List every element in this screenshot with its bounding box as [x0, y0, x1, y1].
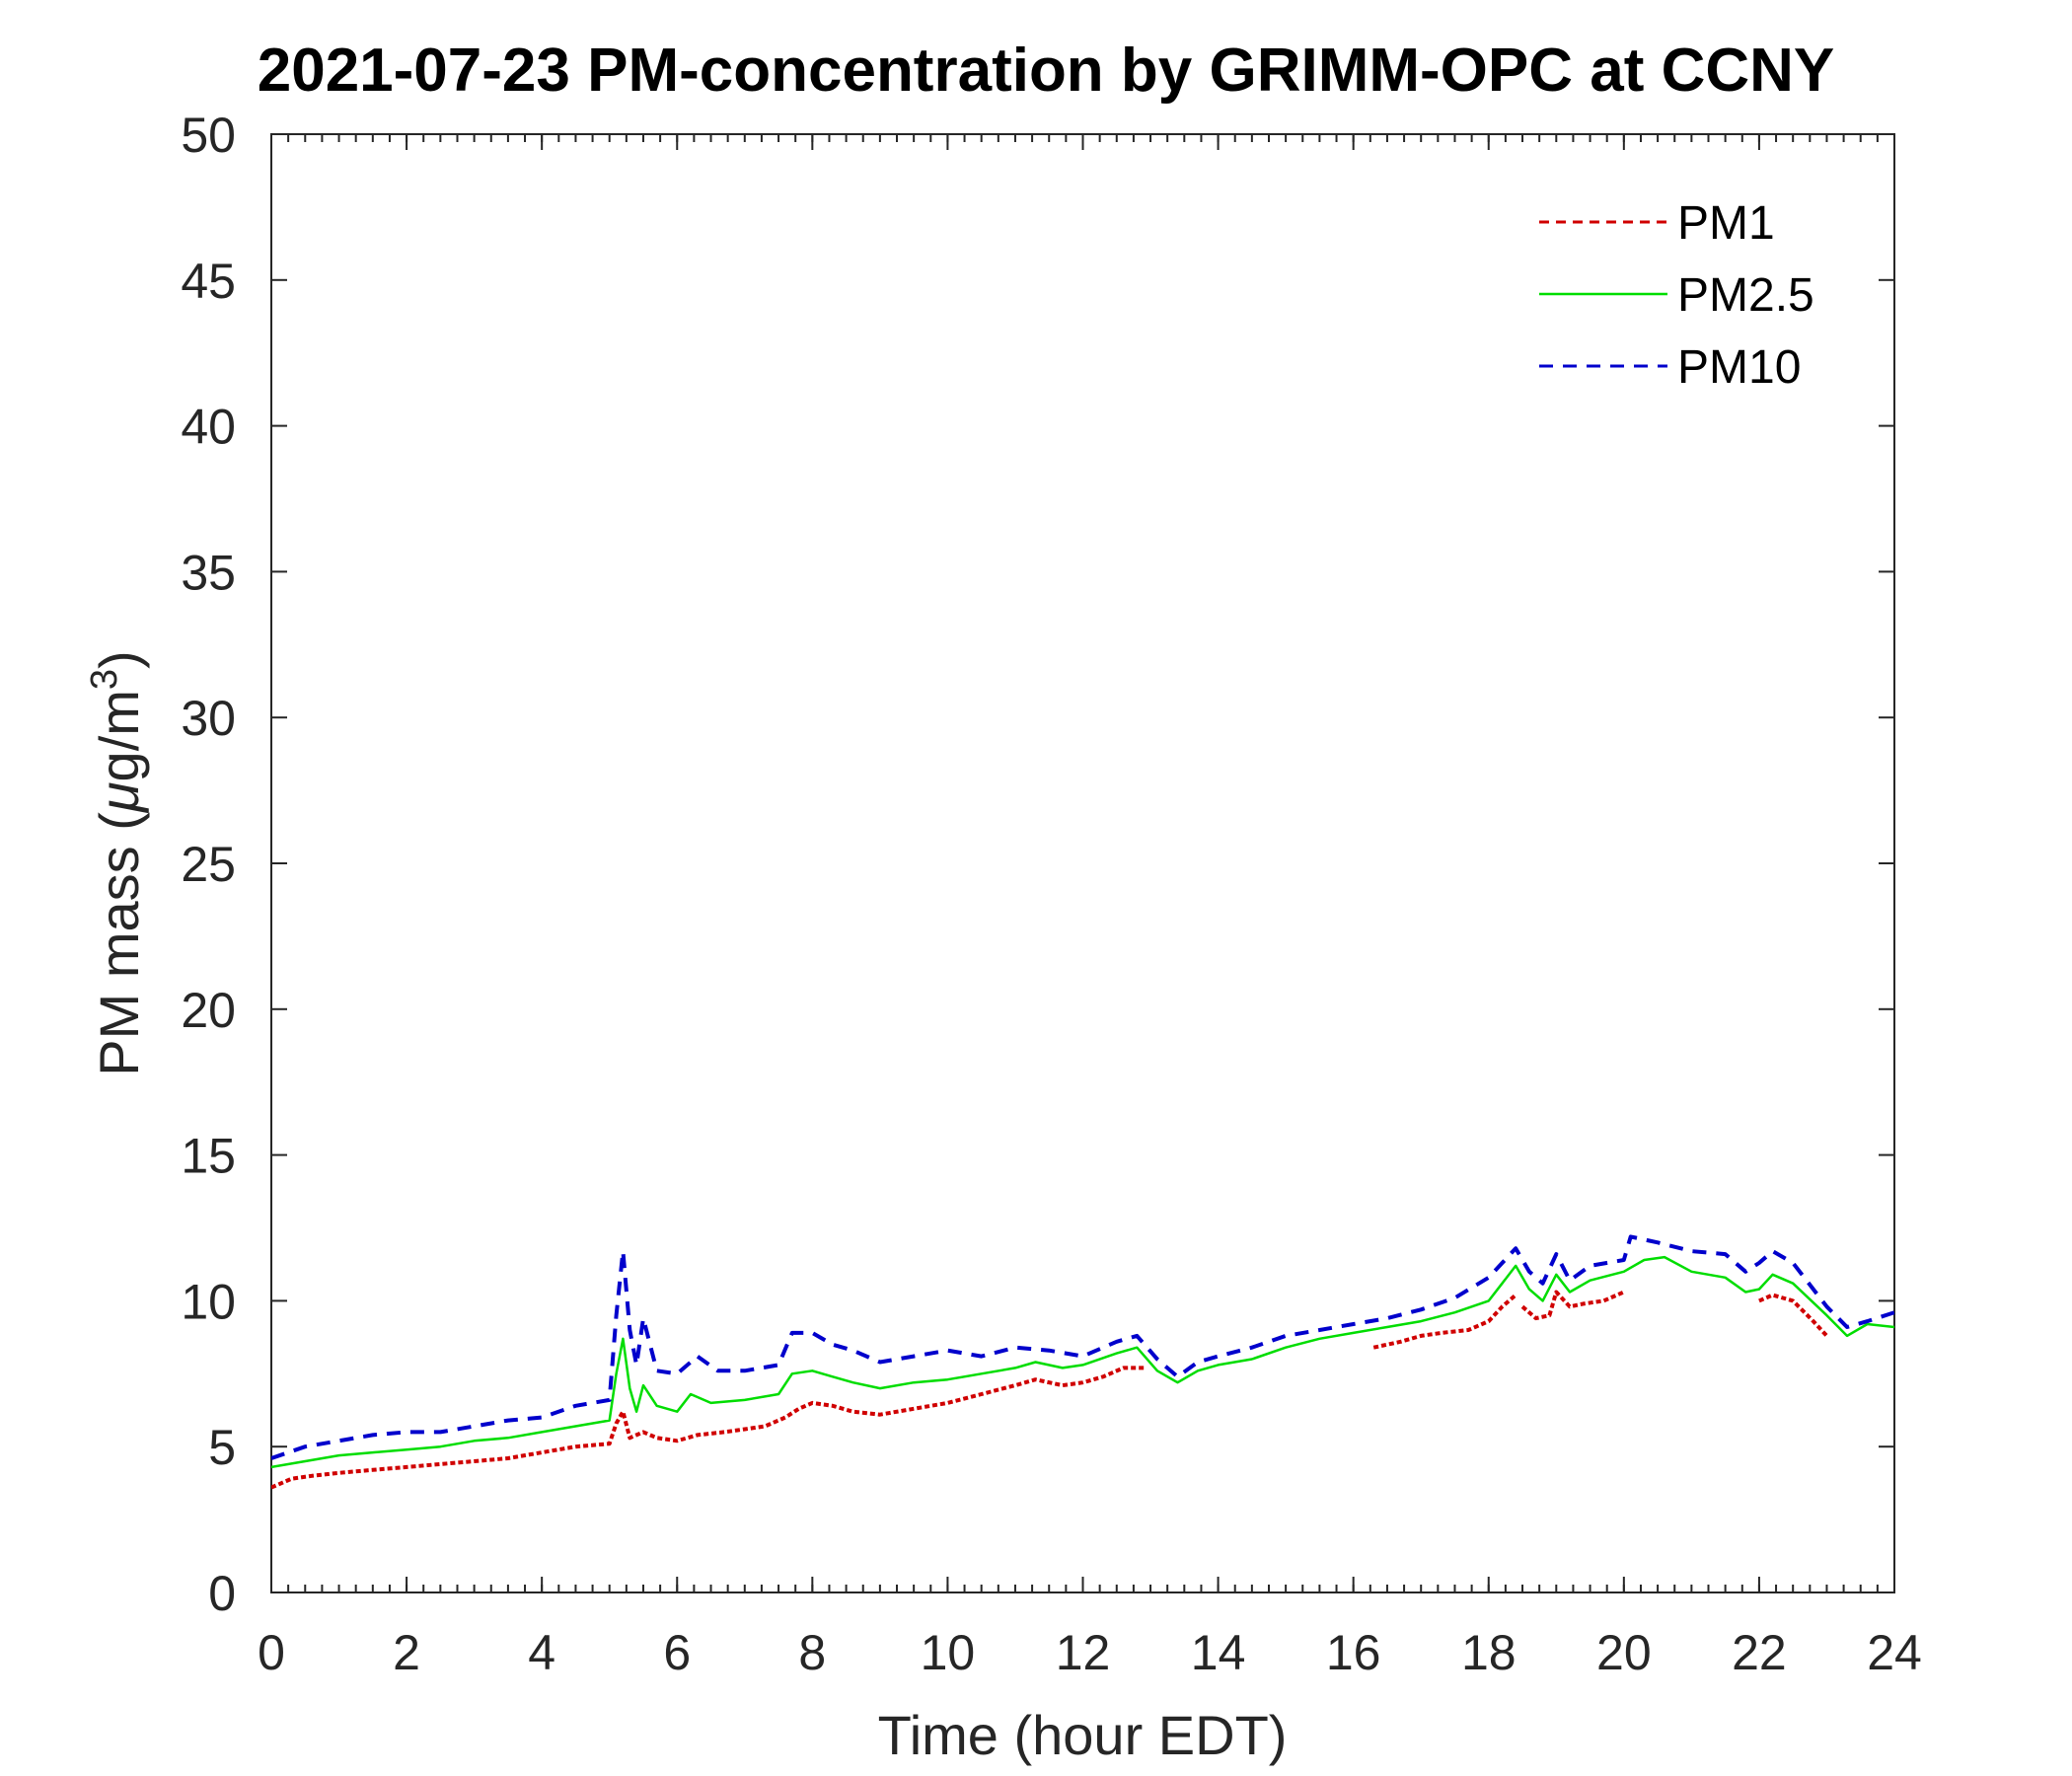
- x-axis-label: Time (hour EDT): [878, 1704, 1288, 1766]
- x-tick-label: 4: [528, 1625, 555, 1680]
- legend-label: PM1: [1677, 197, 1775, 250]
- y-axis-label-close: ): [88, 650, 150, 669]
- x-tick-label: 18: [1461, 1625, 1517, 1680]
- x-tick-label: 16: [1326, 1625, 1381, 1680]
- y-tick-labels: 0 5 10 15 20 25 30 35 40 45 50: [181, 108, 236, 1621]
- y-tick-label: 50: [181, 108, 236, 163]
- y-tick-label: 0: [208, 1566, 236, 1621]
- series-layer: [271, 1234, 1894, 1490]
- series-line-0: [271, 1366, 1145, 1490]
- y-tick-label: 30: [181, 691, 236, 746]
- x-tick-labels: 0 2 4 6 8 10 12 14 16 18 20 22 24: [258, 1625, 1922, 1680]
- y-axis-label-unit: g/m: [88, 690, 150, 781]
- x-tick-label: 14: [1191, 1625, 1246, 1680]
- series-line-3: [1758, 1293, 1828, 1338]
- y-tick-label: 20: [181, 983, 236, 1038]
- y-tick-label: 45: [181, 254, 236, 309]
- legend-label: PM2.5: [1677, 269, 1814, 322]
- x-tick-label: 0: [258, 1625, 285, 1680]
- plot-area: [270, 133, 1895, 1593]
- chart-title: 2021-07-23 PM-concentration by GRIMM-OPC…: [258, 37, 1835, 105]
- x-tick-label: 12: [1056, 1625, 1111, 1680]
- legend-label: PM10: [1677, 341, 1801, 394]
- legend: PM1 PM2.5 PM10: [1539, 197, 1814, 394]
- series-line-4: [271, 1255, 1894, 1469]
- series-line-1: [1372, 1293, 1517, 1350]
- y-axis-label-sup: 3: [84, 669, 125, 690]
- x-tick-label: 6: [663, 1625, 691, 1680]
- y-axis-label-mu: μ: [88, 781, 150, 814]
- major-ticks: [270, 133, 1895, 1593]
- x-tick-label: 24: [1867, 1625, 1922, 1680]
- y-tick-label: 5: [208, 1420, 236, 1475]
- x-tick-label: 8: [798, 1625, 826, 1680]
- x-tick-label: 10: [921, 1625, 976, 1680]
- x-tick-label: 2: [393, 1625, 420, 1680]
- y-axis-label-main: PM mass (: [88, 812, 150, 1076]
- x-tick-label: 22: [1732, 1625, 1787, 1680]
- y-tick-label: 15: [181, 1129, 236, 1184]
- x-tick-label: 20: [1596, 1625, 1652, 1680]
- series-line-5: [271, 1234, 1894, 1460]
- y-axis-label: PM mass (μg/m3): [84, 650, 150, 1075]
- series-line-2: [1520, 1290, 1625, 1321]
- y-tick-label: 25: [181, 837, 236, 892]
- y-tick-label: 35: [181, 545, 236, 600]
- y-tick-label: 10: [181, 1274, 236, 1329]
- y-tick-label: 40: [181, 400, 236, 455]
